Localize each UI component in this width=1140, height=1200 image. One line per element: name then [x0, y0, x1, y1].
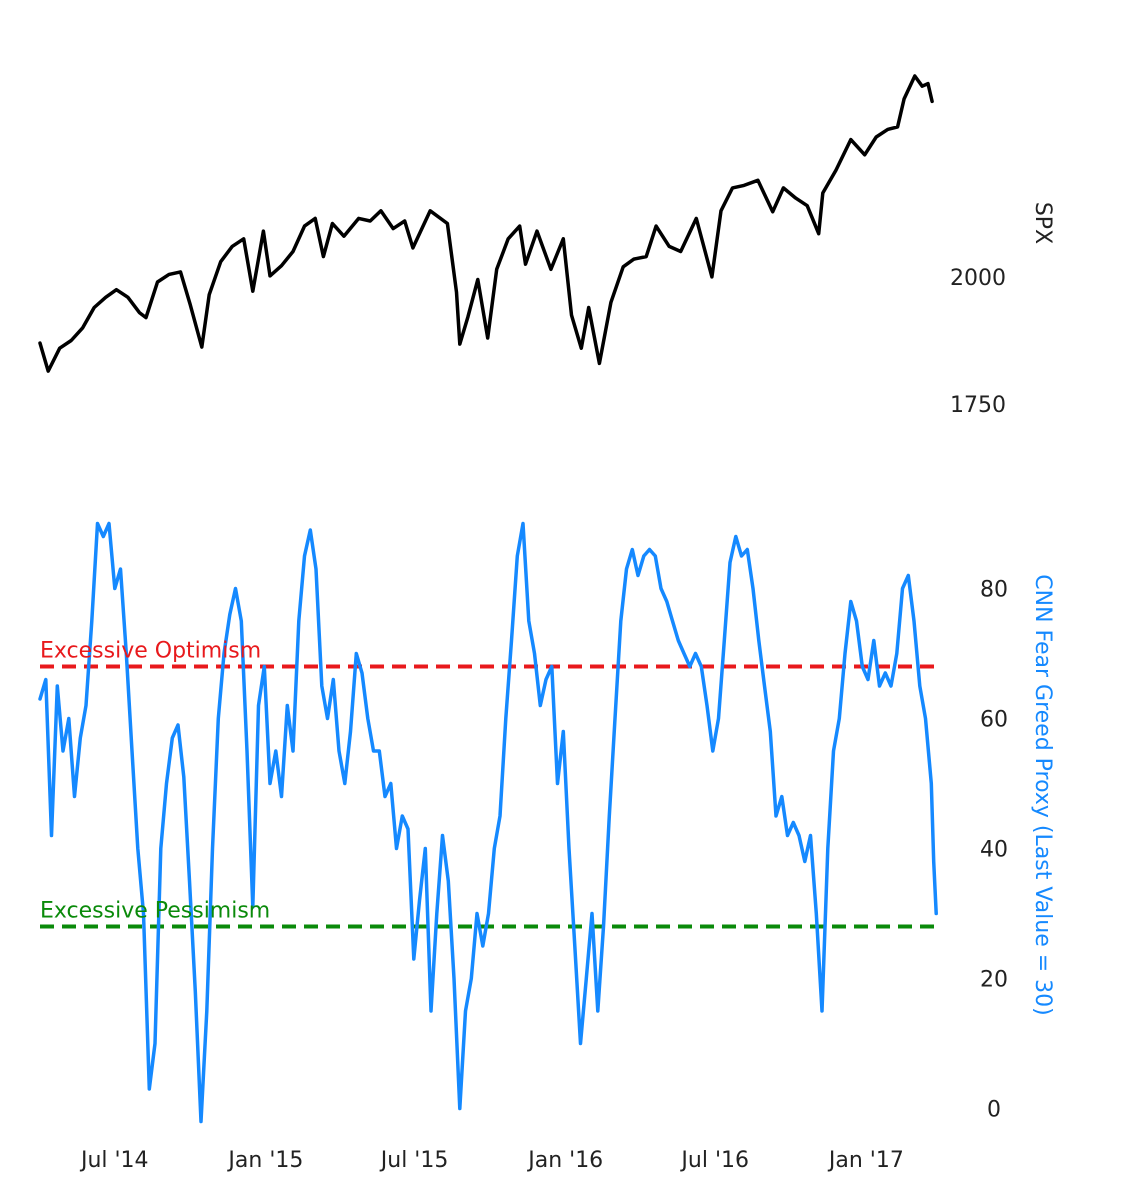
spx-panel: 1750 2000 SPX — [38, 74, 1055, 418]
fear-greed-y-tick-label: 60 — [980, 708, 1008, 733]
fear-greed-y-tick-label: 80 — [980, 578, 1008, 603]
excessive-pessimism-label: Excessive Pessimism — [40, 899, 270, 924]
x-tick-label: Jul '15 — [379, 1148, 449, 1173]
excessive-optimism-label: Excessive Optimism — [40, 639, 261, 664]
fear-greed-y-tick-label: 40 — [980, 838, 1008, 863]
x-tick-label: Jan '16 — [526, 1148, 603, 1173]
x-axis-ticks: Jul '14 Jan '15 Jul '15 Jan '16 Jul '16 Jan '… — [79, 1148, 904, 1173]
fear-greed-y-ticks: 0 20 40 60 80 — [980, 578, 1008, 1123]
x-tick-label: Jan '17 — [827, 1148, 904, 1173]
spx-series-line — [38, 74, 934, 373]
fear-greed-y-tick-label: 0 — [987, 1098, 1001, 1123]
spx-y-ticks: 1750 2000 — [950, 266, 1006, 418]
fear-greed-y-tick-label: 20 — [980, 968, 1008, 993]
fear-greed-series-line — [38, 521, 938, 1124]
spx-y-tick-label: 1750 — [950, 393, 1006, 418]
x-tick-label: Jan '15 — [226, 1148, 303, 1173]
x-tick-label: Jul '14 — [79, 1148, 149, 1173]
spx-axis-title: SPX — [1030, 202, 1055, 244]
spx-y-tick-label: 2000 — [950, 266, 1006, 291]
fear-greed-axis-title: CNN Fear Greed Proxy (Last Value = 30) — [1030, 574, 1055, 1015]
x-tick-label: Jul '16 — [679, 1148, 749, 1173]
